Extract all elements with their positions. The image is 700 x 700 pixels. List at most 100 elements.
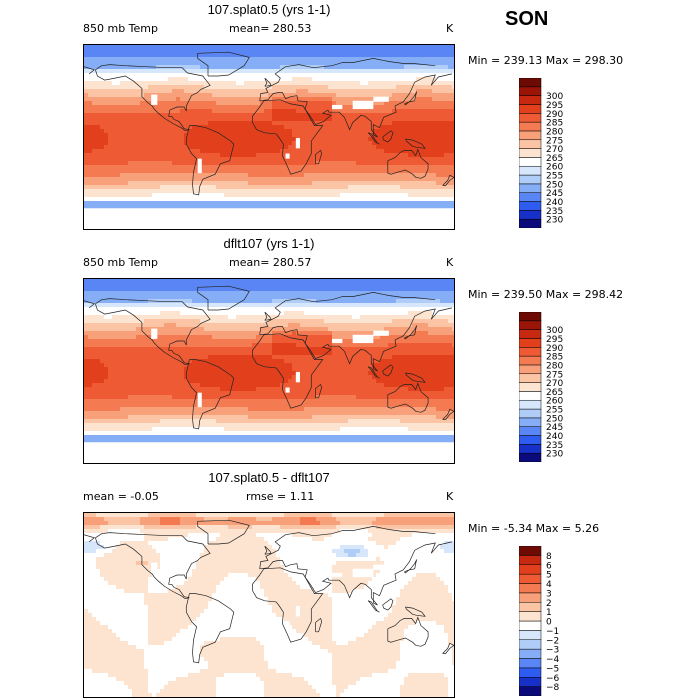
field-cell — [288, 229, 293, 230]
field-cell — [404, 133, 409, 138]
field-cell — [364, 283, 369, 288]
field-cell — [264, 129, 269, 134]
field-cell — [196, 189, 201, 194]
field-cell — [116, 101, 121, 106]
field-cell — [348, 279, 353, 284]
field-cell — [144, 205, 149, 210]
field-cell — [380, 81, 385, 86]
field-cell — [144, 185, 149, 190]
field-cell — [96, 299, 101, 304]
field-cell — [440, 201, 445, 206]
field-cell — [416, 169, 421, 174]
field-cell — [440, 295, 445, 300]
field-cell — [252, 117, 257, 122]
field-cell — [92, 117, 97, 122]
coastline — [259, 58, 436, 101]
field-cell — [92, 133, 97, 138]
field-cell — [196, 105, 201, 110]
field-cell — [452, 291, 454, 296]
field-cell — [324, 113, 329, 118]
field-cell — [444, 177, 449, 182]
field-cell — [132, 197, 137, 202]
field-cell — [212, 279, 217, 284]
field-cell — [180, 205, 185, 210]
field-cell — [176, 73, 181, 78]
field-cell — [84, 137, 89, 142]
field-cell — [332, 173, 337, 178]
field-cell — [84, 181, 89, 186]
panel-model: 107.splat0.5 (yrs 1-1) 850 mb Temp mean=… — [0, 2, 700, 232]
field-cell — [392, 177, 397, 182]
field-cell — [124, 153, 129, 158]
field-cell — [212, 53, 217, 58]
field-cell — [376, 77, 381, 82]
field-cell — [236, 57, 241, 62]
field-cell — [244, 97, 249, 102]
field-cell — [92, 177, 97, 182]
field-cell — [252, 177, 257, 182]
field-cell — [136, 173, 141, 178]
field-cell — [360, 161, 365, 166]
field-cell — [160, 201, 165, 206]
field-cell — [280, 121, 285, 126]
field-cell — [332, 65, 337, 70]
field-cell — [356, 295, 361, 300]
field-cell — [424, 81, 429, 86]
field-cell — [284, 229, 289, 230]
field-cell — [236, 169, 241, 174]
field-cell — [320, 45, 325, 50]
field-cell — [112, 173, 117, 178]
field-cell — [228, 61, 233, 66]
field-cell — [348, 121, 353, 126]
missing-data — [84, 94, 454, 229]
field-cell — [320, 153, 325, 158]
field-cell — [436, 45, 441, 50]
field-cell — [348, 283, 353, 288]
field-cell — [228, 169, 233, 174]
field-cell — [336, 77, 341, 82]
field-cell — [284, 57, 289, 62]
field-cell — [132, 77, 137, 82]
field-cell — [328, 287, 333, 292]
field-cell — [440, 173, 445, 178]
field-cell — [276, 113, 281, 118]
field-cell — [264, 105, 269, 110]
field-cell — [440, 145, 445, 150]
field-cell — [340, 169, 345, 174]
field-cell — [420, 93, 425, 98]
field-cell — [280, 189, 285, 194]
field-cell — [372, 177, 377, 182]
field-cell — [152, 161, 157, 166]
field-cell — [372, 229, 377, 230]
field-cell — [96, 177, 101, 182]
field-cell — [204, 295, 209, 300]
field-cell — [200, 141, 205, 146]
field-cell — [120, 45, 125, 50]
field-cell — [376, 121, 381, 126]
field-cell — [312, 169, 317, 174]
field-cell — [232, 291, 237, 296]
field-cell — [88, 287, 93, 292]
field-cell — [120, 283, 125, 288]
field-cell — [384, 291, 389, 296]
field-cell — [432, 169, 437, 174]
field-cell — [320, 291, 325, 296]
field-cell — [160, 133, 165, 138]
field-cell — [152, 105, 157, 110]
field-cell — [360, 53, 365, 58]
field-cell — [328, 101, 333, 106]
field-cell — [100, 173, 105, 178]
field-cell — [252, 201, 257, 206]
field-cell — [320, 181, 325, 186]
field-cell — [204, 299, 209, 304]
field-cell — [244, 169, 249, 174]
field-cell — [308, 201, 313, 206]
field-cell — [396, 117, 401, 122]
field-cell — [312, 185, 317, 190]
field-cell — [236, 193, 241, 198]
field-cell — [324, 45, 329, 50]
field-cell — [244, 181, 249, 186]
variable-label: 850 mb Temp — [83, 22, 159, 35]
field-cell — [304, 287, 309, 292]
field-cell — [140, 121, 145, 126]
